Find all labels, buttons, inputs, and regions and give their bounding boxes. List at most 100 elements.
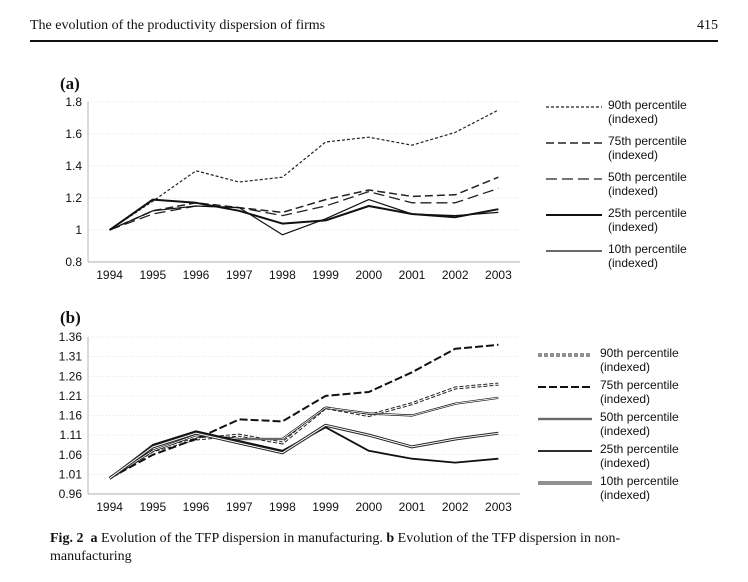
x-tick-label: 2002 [442, 268, 469, 282]
y-tick-label: 1.06 [59, 448, 83, 462]
legend-item: 75th percentile (indexed) [538, 378, 738, 408]
legend-item: 50th percentile (indexed) [538, 410, 738, 440]
y-tick-label: 1.4 [65, 159, 82, 173]
caption-b-label: b [386, 531, 395, 546]
legend-swatch [546, 106, 602, 108]
y-tick-label: 1.31 [59, 350, 83, 364]
caption-a-label: a [90, 531, 98, 546]
legend-label: 50th percentile (indexed) [608, 170, 687, 198]
y-tick-label: 0.8 [65, 255, 82, 269]
series-line-4 [109, 198, 499, 231]
legend-label-line1: 90th percentile [608, 98, 687, 112]
series-line-3 [109, 397, 499, 479]
x-tick-label: 1995 [139, 268, 166, 282]
x-tick-label: 1994 [96, 268, 123, 282]
y-tick-label: 1.6 [65, 127, 82, 141]
x-tick-label: 2003 [485, 500, 512, 514]
panel-a-label: (a) [60, 74, 80, 93]
legend-item: 25th percentile (indexed) [546, 206, 746, 236]
chart-a: 0.8 1 1.2 1.4 1.6 1.8 1994 1995 1996 1997 1998 1999… [65, 95, 520, 282]
legend-item: 75th percentile (indexed) [546, 134, 746, 164]
y-tick-label: 1.2 [65, 191, 82, 205]
running-head-title: The evolution of the productivity disper… [30, 18, 326, 33]
x-tick-label: 2001 [399, 268, 426, 282]
y-tick-label: 1.26 [59, 369, 83, 383]
x-tick-label: 2003 [485, 268, 512, 282]
legend-swatch [546, 142, 602, 144]
panel-b-label: (b) [60, 308, 81, 327]
legend-label-line1: 25th percentile [600, 442, 679, 456]
x-tick-label: 1995 [139, 500, 166, 514]
legend-label: 90th percentile (indexed) [608, 98, 687, 126]
page-number: 415 [697, 18, 718, 33]
series-line-5 [109, 198, 499, 236]
legend-label: 10th percentile (indexed) [600, 474, 679, 502]
x-tick-label: 1998 [269, 500, 296, 514]
legend-item: 90th percentile (indexed) [538, 346, 738, 376]
legend-label-line2: (indexed) [600, 392, 651, 406]
y-tick-label: 1 [75, 223, 82, 237]
legend-label: 25th percentile (indexed) [600, 442, 679, 470]
series-line-3 [109, 187, 499, 231]
legend-label-line2: (indexed) [608, 148, 659, 162]
legend-swatch [546, 178, 602, 180]
caption-b-text: Evolution of the TFP dispersion in non-m… [50, 531, 621, 564]
series-line-5 [108, 423, 499, 480]
legend-label-line1: 75th percentile [608, 134, 687, 148]
y-tick-label: 1.01 [59, 467, 83, 481]
legend-label: 10th percentile (indexed) [608, 242, 687, 270]
legend-label-line2: (indexed) [608, 184, 659, 198]
series-line-1 [108, 382, 499, 480]
legend-label-line2: (indexed) [608, 220, 659, 234]
y-tick-label: 1.36 [59, 330, 83, 344]
x-tick-label: 1996 [183, 268, 210, 282]
x-tick-label: 1997 [226, 500, 253, 514]
legend-swatch [538, 450, 592, 452]
legend-label-line1: 90th percentile [600, 346, 679, 360]
x-tick-label: 1998 [269, 268, 296, 282]
x-tick-label: 2000 [355, 500, 382, 514]
x-tick-label: 1997 [226, 268, 253, 282]
series-line-1 [109, 109, 499, 231]
x-tick-label: 1999 [312, 500, 339, 514]
series-line-5 [109, 424, 499, 479]
legend-swatch [546, 214, 602, 216]
legend-label: 75th percentile (indexed) [600, 378, 679, 406]
legend-swatch [538, 481, 592, 485]
figure-caption: Fig. 2 a Evolution of the TFP dispersion… [50, 530, 700, 566]
legend-swatch [538, 417, 592, 421]
legend-label-line2: (indexed) [600, 456, 651, 470]
legend-label-line1: 10th percentile [608, 242, 687, 256]
chart-b: 0.96 1.01 1.06 1.11 1.16 1.21 1.26 1.31 1.36 1994… [59, 330, 520, 514]
caption-a-text: Evolution of the TFP dispersion in manuf… [100, 531, 383, 546]
running-head: The evolution of the productivity disper… [30, 14, 718, 42]
y-tick-label: 0.96 [59, 487, 83, 501]
legend-label-line2: (indexed) [608, 256, 659, 270]
series-line-1 [109, 383, 499, 479]
legend-label-line2: (indexed) [600, 424, 651, 438]
x-tick-label: 2002 [442, 500, 469, 514]
legend-label-line1: 10th percentile [600, 474, 679, 488]
legend-b: 90th percentile (indexed) 75th percentile(… [538, 346, 743, 516]
y-tick-label: 1.21 [59, 389, 83, 403]
legend-swatch [546, 250, 602, 252]
legend-a: 90th percentile (indexed) 75th percentile(… [546, 98, 746, 278]
legend-item: 10th percentile (indexed) [546, 242, 746, 272]
legend-item: 50th percentile (indexed) [546, 170, 746, 200]
caption-fig-label: Fig. 2 [50, 531, 84, 546]
legend-label-line2: (indexed) [600, 488, 651, 502]
legend-item: 90th percentile (indexed) [546, 98, 746, 128]
legend-label-line1: 50th percentile [608, 170, 687, 184]
x-tick-label: 1994 [96, 500, 123, 514]
x-tick-label: 2001 [399, 500, 426, 514]
y-tick-label: 1.8 [65, 95, 82, 109]
legend-label-line2: (indexed) [608, 112, 659, 126]
legend-swatch [538, 386, 592, 388]
legend-label-line1: 25th percentile [608, 206, 687, 220]
legend-label-line1: 50th percentile [600, 410, 679, 424]
legend-label-line1: 75th percentile [600, 378, 679, 392]
series-line-2 [109, 343, 499, 480]
y-tick-label: 1.11 [60, 428, 83, 442]
legend-label: 75th percentile (indexed) [608, 134, 687, 162]
legend-label: 90th percentile (indexed) [600, 346, 679, 374]
